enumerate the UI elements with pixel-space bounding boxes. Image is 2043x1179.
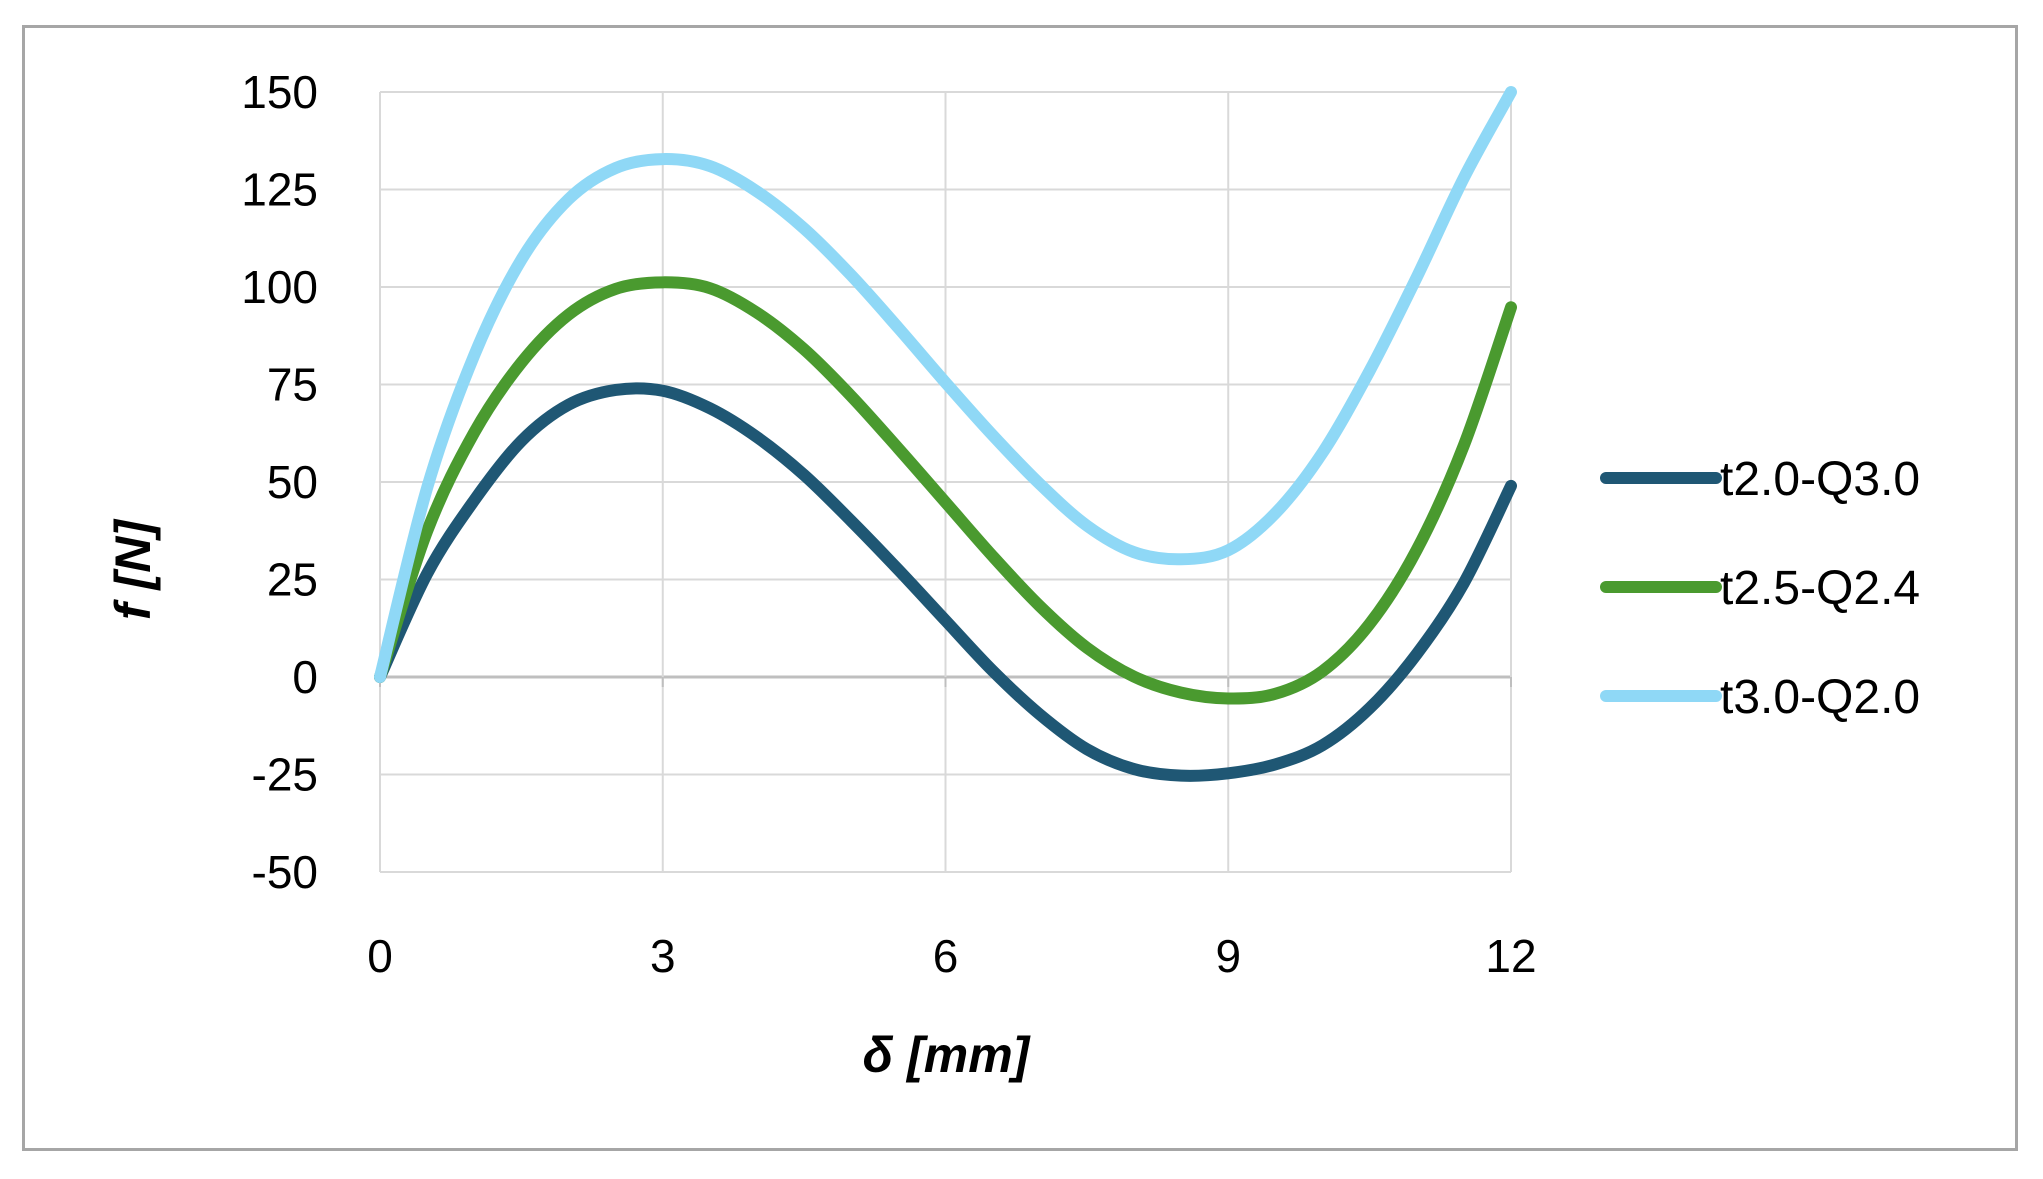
y-tick-label: 25 bbox=[267, 554, 318, 606]
x-tick-label: 3 bbox=[650, 930, 676, 982]
gridlines bbox=[379, 91, 1512, 873]
y-tick-label: 75 bbox=[267, 359, 318, 411]
legend-label-1: t2.0-Q3.0 bbox=[1720, 453, 1920, 506]
legend: t2.0-Q3.0 t2.5-Q2.4 t3.0-Q2.0 bbox=[1600, 453, 1920, 724]
y-tick-label: 150 bbox=[241, 66, 318, 118]
x-tick-label: 6 bbox=[933, 930, 959, 982]
y-tick-label: -25 bbox=[252, 749, 318, 801]
y-tick-label: 125 bbox=[241, 164, 318, 216]
x-tick-label: 12 bbox=[1485, 930, 1536, 982]
series-line-2 bbox=[374, 276, 1517, 705]
series-line-3 bbox=[374, 86, 1517, 683]
series-line-1 bbox=[374, 382, 1517, 782]
x-tick-label: 9 bbox=[1215, 930, 1241, 982]
y-axis-title: f [N] bbox=[105, 518, 161, 620]
x-tick-label: 0 bbox=[367, 930, 393, 982]
legend-label-3: t3.0-Q2.0 bbox=[1720, 671, 1920, 724]
x-axis-title: δ [mm] bbox=[863, 1027, 1032, 1083]
y-tick-label: -50 bbox=[252, 846, 318, 898]
y-tick-label: 0 bbox=[292, 651, 318, 703]
tick-labels: -50 -25 0 25 50 75 100 125 150 0 3 6 9 12 bbox=[241, 66, 1536, 982]
series-lines bbox=[374, 86, 1517, 782]
y-tick-label: 100 bbox=[241, 261, 318, 313]
y-tick-label: 50 bbox=[267, 456, 318, 508]
legend-label-2: t2.5-Q2.4 bbox=[1720, 562, 1920, 615]
